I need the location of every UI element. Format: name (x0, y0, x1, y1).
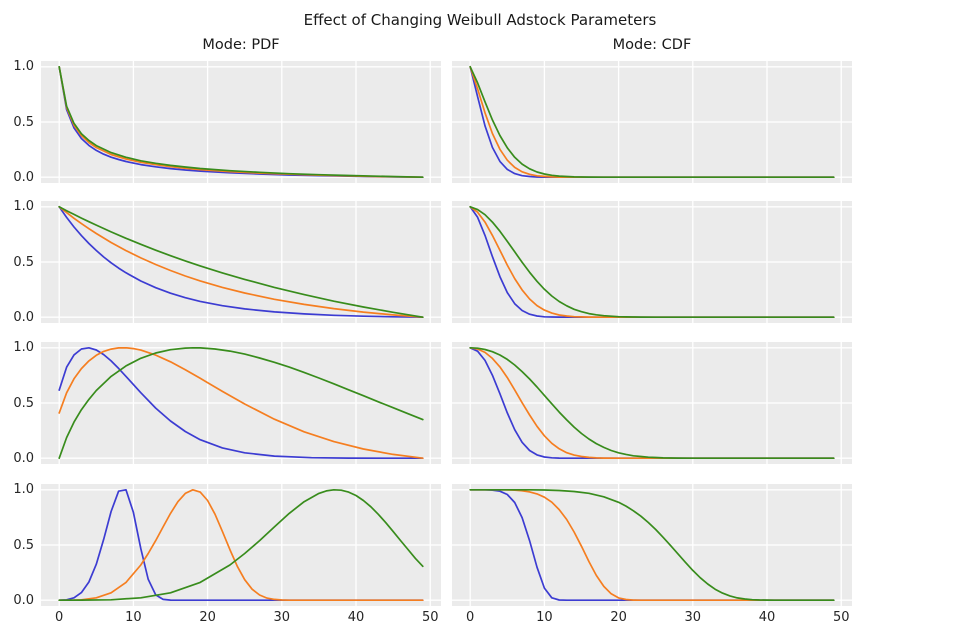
y-tick-label: 0.0 (13, 169, 34, 185)
figure-title: Effect of Changing Weibull Adstock Param… (303, 11, 657, 29)
subplot-cdf-row2 (452, 201, 852, 323)
x-tick-label: 30 (273, 610, 291, 625)
series-line-blue (469, 205, 835, 319)
x-tick-label: 20 (610, 610, 627, 625)
y-tick-label: 0.5 (13, 537, 34, 553)
subplot-pdf-row3 (41, 342, 441, 464)
series-line-green (469, 205, 835, 319)
y-tick-label: 0.0 (13, 450, 34, 466)
series-line-blue (58, 488, 424, 602)
series-line-blue (58, 205, 424, 319)
x-tick-label: 10 (536, 610, 553, 625)
subplot-pdf-row4 (41, 484, 441, 606)
subplot-cdf-row3 (452, 342, 852, 464)
y-tick-label: 1.0 (13, 199, 34, 215)
series-line-green (469, 488, 835, 602)
x-tick-label: 40 (758, 610, 776, 625)
y-tick-label: 0.5 (13, 254, 34, 270)
series-line-blue (58, 346, 424, 460)
x-tick-label: 30 (684, 610, 702, 625)
subplot-cdf-row1 (452, 61, 852, 183)
series-line-orange (469, 346, 835, 460)
subplot-cdf-row4 (452, 484, 852, 606)
y-tick-label: 0.5 (13, 395, 34, 411)
series-line-orange (58, 205, 424, 319)
column-title-cdf: Mode: CDF (612, 37, 692, 53)
x-tick-label: 20 (199, 610, 216, 625)
series-line-green (58, 205, 424, 319)
x-tick-label: 0 (55, 610, 64, 625)
series-line-orange (58, 488, 424, 602)
y-tick-label: 1.0 (13, 340, 34, 356)
series-line-green (58, 346, 424, 460)
series-line-orange (469, 205, 835, 319)
x-tick-label: 40 (347, 610, 365, 625)
series-line-green (58, 65, 424, 179)
series-line-green (58, 488, 424, 602)
x-tick-label: 50 (421, 610, 439, 625)
subplot-pdf-row2 (41, 201, 441, 323)
series-line-orange (469, 65, 835, 179)
y-tick-label: 0.0 (13, 309, 34, 325)
y-tick-label: 1.0 (13, 482, 34, 498)
x-tick-label: 50 (832, 610, 850, 625)
series-line-green (469, 65, 835, 179)
series-line-blue (469, 346, 835, 460)
subplot-pdf-row1 (41, 61, 441, 183)
x-tick-label: 0 (466, 610, 475, 625)
y-tick-label: 0.5 (13, 114, 34, 130)
series-line-orange (58, 346, 424, 460)
y-tick-label: 0.0 (13, 592, 34, 608)
y-tick-label: 1.0 (13, 59, 34, 75)
x-tick-label: 10 (125, 610, 142, 625)
column-title-pdf: Mode: PDF (202, 37, 280, 53)
series-line-green (469, 346, 835, 460)
